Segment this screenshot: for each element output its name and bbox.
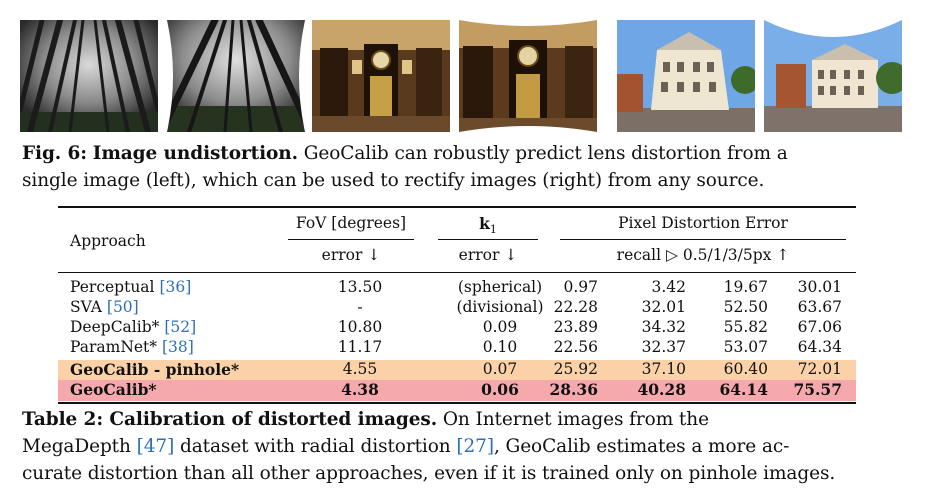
row-fov-error: 13.50 (337, 278, 383, 296)
row-recall-3px: 19.67 (723, 278, 768, 296)
table-caption-label: Table 2: Calibration of distorted images… (22, 409, 438, 430)
image-forest-distorted (20, 20, 158, 132)
row-recall-0-5px: 23.89 (553, 318, 598, 336)
row-recall-3px: 64.14 (719, 380, 768, 399)
row-recall-1px: 37.10 (641, 360, 686, 378)
row-k1-error: (spherical) (457, 278, 543, 296)
row-recall-1px: 40.28 (637, 380, 686, 399)
figure-caption-line-1: GeoCalib can robustly predict lens disto… (303, 143, 788, 164)
header-approach: Approach (70, 232, 146, 250)
row-recall-1px: 32.01 (641, 298, 686, 316)
row-approach: Perceptual [36] (70, 278, 191, 297)
row-recall-5px: 75.57 (793, 380, 842, 399)
row-recall-5px: 72.01 (797, 360, 842, 378)
table-caption-line-2c: , GeoCalib estimates a more ac- (493, 436, 790, 457)
figure-caption-line-2: single image (left), which can be used t… (22, 170, 765, 191)
row-fov-error: 4.38 (341, 380, 379, 399)
row-recall-0-5px: 0.97 (563, 278, 598, 296)
header-k1-symbol: k (479, 214, 490, 233)
table-caption-citation-1[interactable]: [47] (136, 436, 175, 457)
row-approach-name: GeoCalib - pinhole* (70, 360, 240, 379)
table-row: ParamNet* [38] 11.17 0.10 22.56 32.37 53… (58, 338, 856, 357)
row-recall-1px: 3.42 (651, 278, 686, 296)
header-k1-subscript: 1 (489, 223, 497, 237)
row-citation[interactable]: [38] (161, 338, 194, 356)
table-caption-line-1: On Internet images from the (437, 409, 709, 430)
row-k1-error: (divisional) (456, 298, 544, 316)
row-approach-name: DeepCalib* (70, 318, 165, 336)
row-fov-error: - (357, 298, 363, 316)
table-row-highlighted: GeoCalib - pinhole* 4.55 0.07 25.92 37.1… (58, 360, 856, 380)
row-approach-name: ParamNet* (70, 338, 162, 356)
image-building-distorted (617, 20, 755, 132)
image-clock-room-distorted (312, 20, 450, 132)
image-building-rectified (764, 20, 902, 132)
row-k1-error: 0.09 (482, 318, 518, 336)
row-recall-0-5px: 22.56 (553, 338, 598, 356)
row-citation[interactable]: [50] (106, 298, 139, 316)
table-caption-line-2b: dataset with radial distortion (174, 436, 457, 457)
header-pixel-underline (560, 239, 846, 240)
results-table: Approach FoV [degrees] k1 Pixel Distorti… (58, 206, 856, 404)
row-recall-5px: 30.01 (797, 278, 842, 296)
table-caption-line-3: curate distortion than all other approac… (22, 463, 836, 484)
table-row: SVA [50] - (divisional) 22.28 32.01 52.5… (58, 298, 856, 317)
row-recall-3px: 60.40 (723, 360, 768, 378)
table-row: Perceptual [36] 13.50 (spherical) 0.97 3… (58, 278, 856, 297)
row-recall-5px: 64.34 (797, 338, 842, 356)
image-forest-rectified (167, 20, 305, 132)
row-recall-3px: 55.82 (723, 318, 768, 336)
table-caption-line-2a: MegaDepth (22, 436, 137, 457)
header-k1-group: k1 (438, 214, 538, 236)
header-fov-group: FoV [degrees] (295, 214, 407, 232)
figure-title: Image undistortion. (92, 143, 298, 164)
row-fov-error: 4.55 (342, 360, 378, 378)
row-approach: GeoCalib - pinhole* (70, 360, 239, 379)
row-recall-3px: 53.07 (723, 338, 768, 356)
row-approach: ParamNet* [38] (70, 338, 194, 357)
figure-caption: Fig. 6: Image undistortion. GeoCalib can… (22, 140, 897, 194)
table-caption: Table 2: Calibration of distorted images… (22, 406, 902, 487)
row-citation[interactable]: [36] (159, 278, 192, 296)
row-recall-1px: 34.32 (641, 318, 686, 336)
row-fov-error: 11.17 (337, 338, 383, 356)
row-recall-1px: 32.37 (641, 338, 686, 356)
image-clock-room-rectified (459, 20, 597, 132)
header-fov-metric: error ↓ (321, 246, 381, 264)
row-approach-name: GeoCalib* (70, 380, 157, 399)
table-top-rule (58, 206, 856, 208)
row-recall-0-5px: 28.36 (549, 380, 598, 399)
table-row-best: GeoCalib* 4.38 0.06 28.36 40.28 64.14 75… (58, 380, 856, 401)
figure-label: Fig. 6: (22, 143, 87, 164)
header-pixel-group: Pixel Distortion Error (618, 214, 788, 232)
row-k1-error: 0.10 (482, 338, 518, 356)
row-recall-0-5px: 22.28 (553, 298, 598, 316)
header-k1-underline (438, 239, 538, 240)
row-recall-5px: 63.67 (797, 298, 842, 316)
row-recall-5px: 67.06 (797, 318, 842, 336)
figure-image-strip (20, 20, 902, 132)
row-k1-error: 0.07 (482, 360, 518, 378)
row-approach: SVA [50] (70, 298, 139, 317)
table-row: DeepCalib* [52] 10.80 0.09 23.89 34.32 5… (58, 318, 856, 337)
row-k1-error: 0.06 (481, 380, 519, 399)
row-approach: DeepCalib* [52] (70, 318, 196, 337)
header-pixel-metric: recall ▷ 0.5/1/3/5px ↑ (616, 246, 790, 264)
row-fov-error: 10.80 (337, 318, 383, 336)
table-mid-rule (58, 272, 856, 273)
row-citation[interactable]: [52] (164, 318, 197, 336)
table-bottom-rule (58, 402, 856, 404)
header-fov-underline (288, 239, 414, 240)
row-recall-3px: 52.50 (723, 298, 768, 316)
row-approach-name: SVA (70, 298, 107, 316)
header-k1-metric: error ↓ (458, 246, 518, 264)
row-approach: GeoCalib* (70, 380, 157, 399)
table-caption-citation-2[interactable]: [27] (456, 436, 494, 457)
row-recall-0-5px: 25.92 (553, 360, 598, 378)
row-approach-name: Perceptual (70, 278, 160, 296)
